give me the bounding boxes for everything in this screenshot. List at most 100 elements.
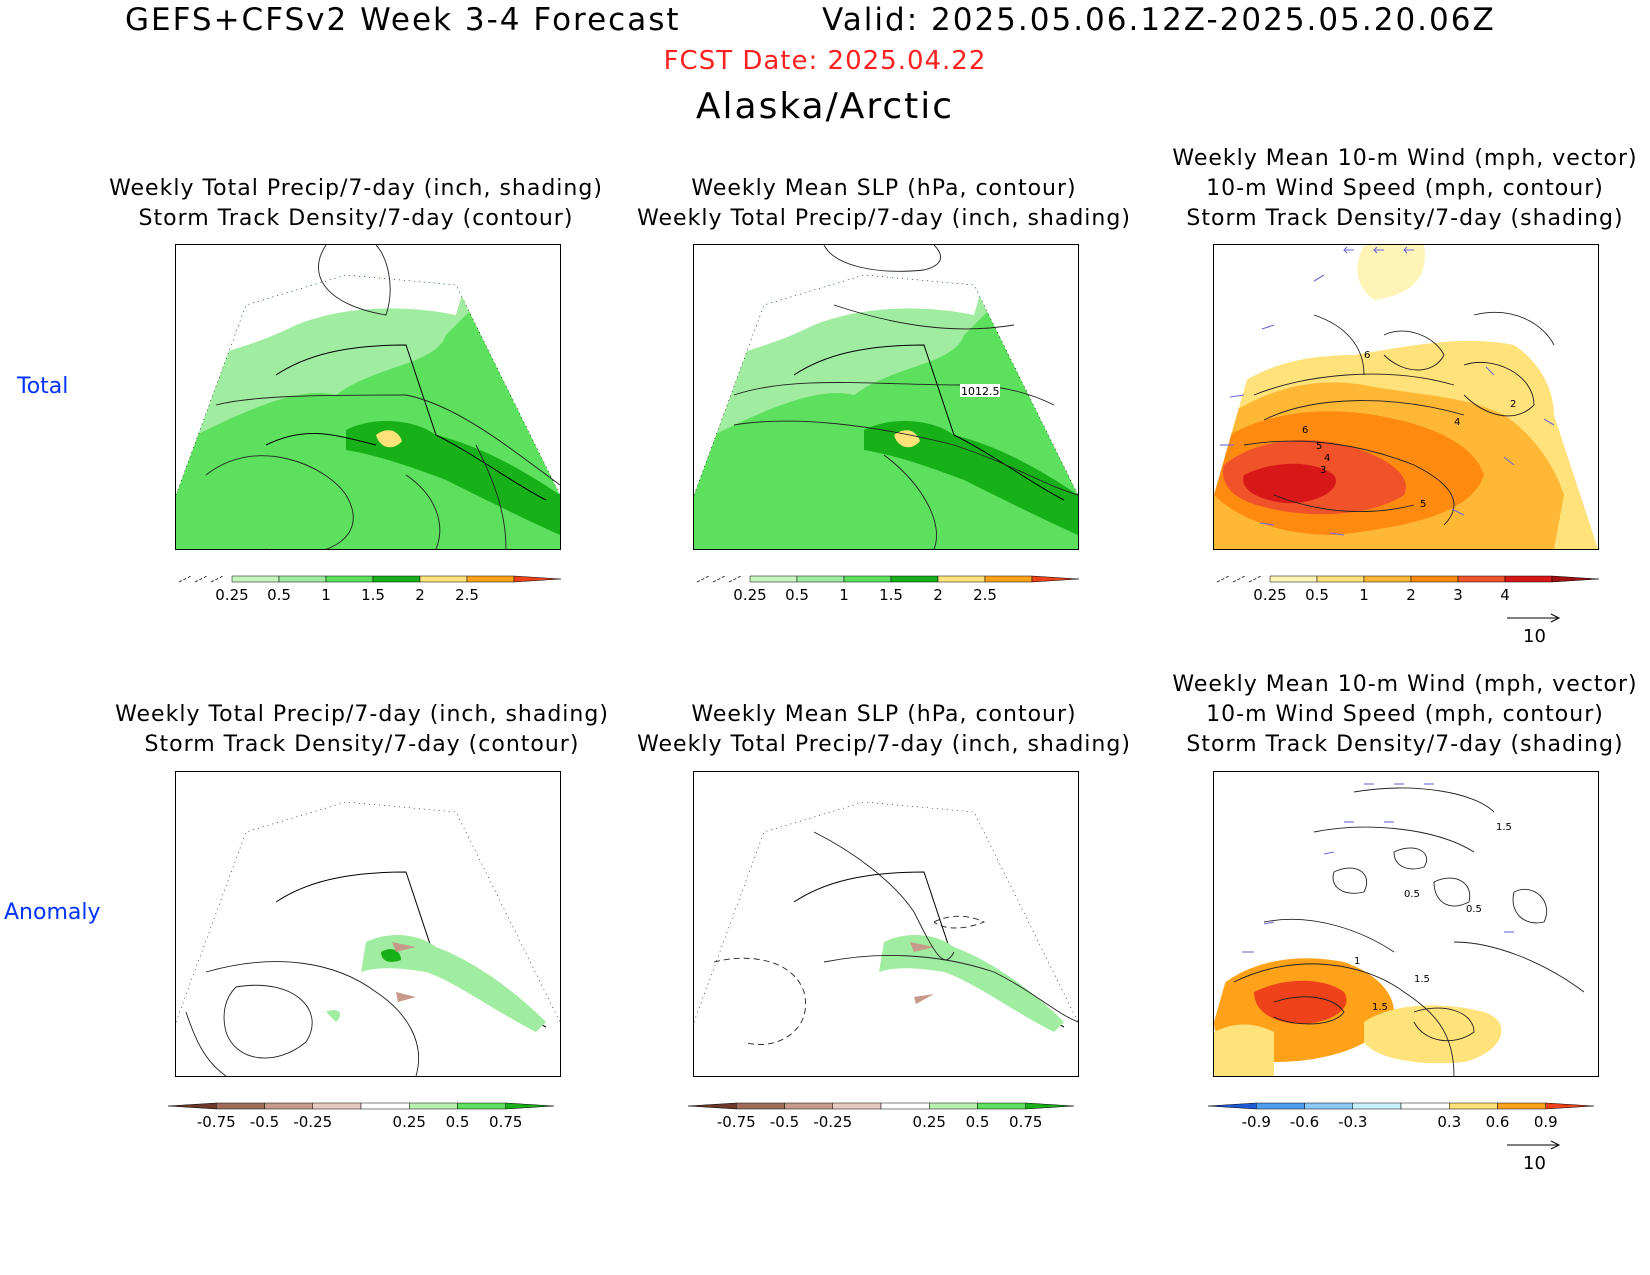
colorbar-tick-label: 2 <box>415 586 425 604</box>
title-line: Storm Track Density/7-day (contour) <box>138 206 574 231</box>
colorbar-tick-label: 0.25 <box>215 586 248 604</box>
slp-anom-title: Weekly Mean SLP (hPa, contour) Weekly To… <box>624 700 1144 760</box>
title-line: Weekly Total Precip/7-day (inch, shading… <box>109 176 603 201</box>
vector-reference-anom: 10 <box>1505 1139 1575 1175</box>
contour-label: 4 <box>1324 453 1330 464</box>
map-slp-anom <box>693 771 1079 1077</box>
colorbar-tick-label: 0.75 <box>489 1113 522 1131</box>
colorbar-swatch <box>264 1102 313 1110</box>
colorbar-swatch <box>749 575 798 583</box>
colorbar-swatch <box>216 1102 265 1110</box>
colorbar-swatch <box>513 575 562 583</box>
colorbar-swatch <box>372 575 421 583</box>
colorbar-swatch <box>419 575 468 583</box>
colorbar-precip-anom: -0.75 -0.5 -0.25 0.25 0.5 0.75 <box>167 1097 568 1131</box>
colorbar-swatch <box>1551 575 1600 583</box>
colorbar-tick-label: 0.5 <box>966 1113 990 1131</box>
colorbar-below-mark <box>1232 575 1246 583</box>
colorbar-tick-label: -0.5 <box>770 1113 799 1131</box>
colorbar-tick-label: 0.9 <box>1534 1113 1558 1131</box>
colorbar-swatch <box>325 575 374 583</box>
colorbar-tick-label: -0.25 <box>293 1113 332 1131</box>
colorbar-swatch <box>880 1102 930 1110</box>
map-wind-anom: 1.5 0.5 1 0.5 1.5 1.5 <box>1213 771 1599 1077</box>
colorbar-tick-label: 2.5 <box>455 586 479 604</box>
region-title: Alaska/Arctic <box>695 86 955 127</box>
colorbar-swatch <box>687 1102 737 1110</box>
contour-label: 1.5 <box>1496 822 1512 833</box>
colorbar-swatch <box>832 1102 882 1110</box>
colorbar-swatch <box>890 575 939 583</box>
colorbar-tick-label: 2 <box>1406 586 1416 604</box>
colorbar-tick-label: -0.5 <box>250 1113 279 1131</box>
colorbar-swatch <box>1269 575 1318 583</box>
colorbar-swatch <box>1497 1102 1546 1110</box>
colorbar-tick-label: -0.25 <box>813 1113 852 1131</box>
colorbar-swatch <box>312 1102 362 1110</box>
colorbar-swatch <box>409 1102 458 1110</box>
title-line: Weekly Total Precip/7-day (inch, shading… <box>115 702 609 727</box>
colorbar-tick-label: 0.5 <box>446 1113 470 1131</box>
vector-scale-label: 10 <box>1523 626 1546 647</box>
colorbar-swatch <box>929 1102 978 1110</box>
colorbar-swatch <box>1545 1102 1595 1110</box>
forecast-title: GEFS+CFSv2 Week 3-4 Forecast <box>125 2 681 38</box>
contour-label: 6 <box>1364 350 1370 361</box>
colorbar-tick-label: 4 <box>1500 586 1510 604</box>
colorbar-tick-label: 1.5 <box>361 586 385 604</box>
contour-label: 1.5 <box>1414 974 1430 985</box>
colorbar-swatch <box>278 575 327 583</box>
colorbar-tick-label: 0.3 <box>1437 1113 1461 1131</box>
colorbar-tick-label: -0.3 <box>1338 1113 1367 1131</box>
colorbar-below-mark <box>210 575 224 583</box>
valid-period: Valid: 2025.05.06.12Z-2025.05.20.06Z <box>822 2 1496 38</box>
colorbar-tick-label: 1 <box>321 586 331 604</box>
colorbar-swatch <box>1304 1102 1353 1110</box>
colorbar-swatch <box>1449 1102 1498 1110</box>
colorbar-swatch <box>1316 575 1365 583</box>
wind-total-title: Weekly Mean 10-m Wind (mph, vector) 10-m… <box>1160 144 1650 234</box>
colorbar-tick-label: 1 <box>839 586 849 604</box>
title-line: 10-m Wind Speed (mph, contour) <box>1206 702 1604 727</box>
colorbar-tick-label: 1.5 <box>879 586 903 604</box>
contour-label: 3 <box>1320 465 1326 476</box>
colorbar-tick-label: 2 <box>933 586 943 604</box>
colorbar-below-mark <box>1248 575 1262 583</box>
colorbar-below-mark <box>728 575 742 583</box>
row-label-anomaly: Anomaly <box>4 900 101 925</box>
colorbar-swatch <box>231 575 280 583</box>
title-line: Storm Track Density/7-day (contour) <box>144 732 580 757</box>
colorbar-swatch <box>977 1102 1026 1110</box>
colorbar-swatch <box>360 1102 410 1110</box>
colorbar-tick-label: -0.6 <box>1290 1113 1319 1131</box>
map-precip-anom <box>175 771 561 1077</box>
precip-total-title: Weekly Total Precip/7-day (inch, shading… <box>96 174 616 234</box>
colorbar-swatch <box>1207 1102 1257 1110</box>
colorbar-track-anom: -0.9 -0.6 -0.3 0.3 0.6 0.9 <box>1207 1097 1608 1131</box>
title-line: 10-m Wind Speed (mph, contour) <box>1206 176 1604 201</box>
contour-label: 5 <box>1420 499 1426 510</box>
colorbar-swatch <box>1352 1102 1402 1110</box>
colorbar-swatch <box>1410 575 1459 583</box>
map-precip-total <box>175 244 561 550</box>
colorbar-swatch <box>843 575 892 583</box>
colorbar-below-mark <box>194 575 208 583</box>
contour-label: 2 <box>1510 399 1516 410</box>
colorbar-tick-label: 1 <box>1359 586 1369 604</box>
slp-total-title: Weekly Mean SLP (hPa, contour) Weekly To… <box>624 174 1144 234</box>
colorbar-below-mark <box>1216 575 1230 583</box>
colorbar-tick-label: 0.25 <box>733 586 766 604</box>
vector-scale-label: 10 <box>1523 1153 1546 1174</box>
colorbar-tick-label: 0.25 <box>1253 586 1286 604</box>
colorbar-swatch <box>167 1102 217 1110</box>
title-line: Weekly Mean 10-m Wind (mph, vector) <box>1172 146 1638 171</box>
contour-label: 1.5 <box>1372 1002 1388 1013</box>
colorbar-tick-label: 2.5 <box>973 586 997 604</box>
colorbar-track-total: 0.25 0.5 1 2 3 4 <box>1213 570 1613 604</box>
colorbar-tick-label: 0.5 <box>1305 586 1329 604</box>
colorbar-swatch <box>984 575 1033 583</box>
vector-reference-total: 10 <box>1505 612 1575 648</box>
colorbar-tick-label: 3 <box>1453 586 1463 604</box>
title-line: Weekly Mean SLP (hPa, contour) <box>691 176 1077 201</box>
colorbar-swatch <box>457 1102 506 1110</box>
